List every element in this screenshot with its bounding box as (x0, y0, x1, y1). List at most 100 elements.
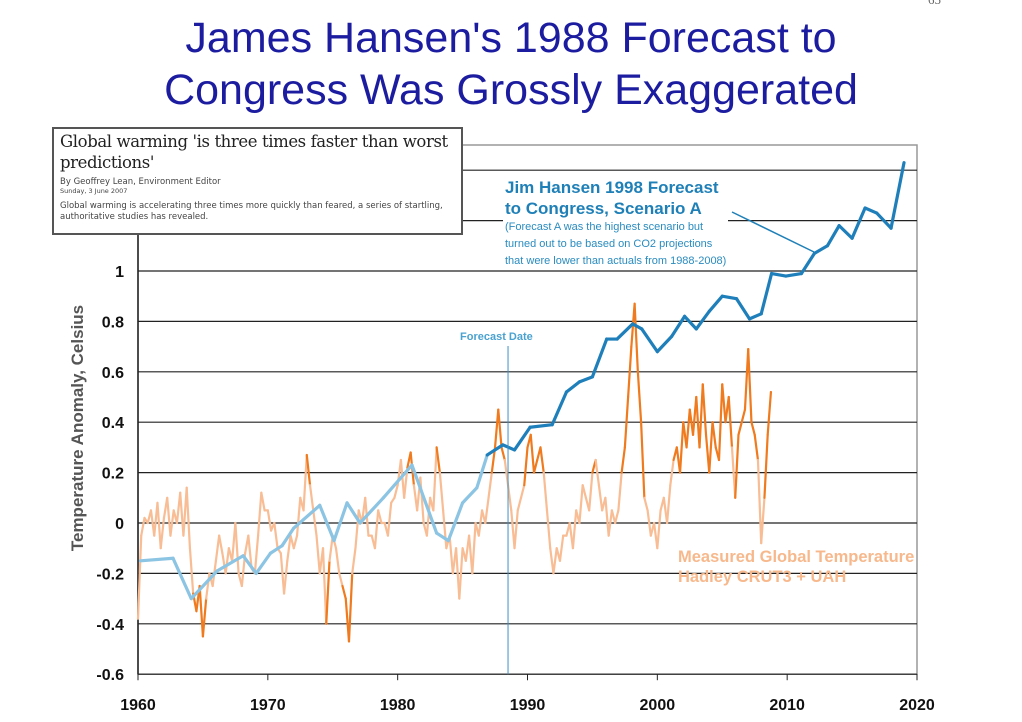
forecast-segment (825, 224, 841, 248)
measured-segment (542, 471, 549, 512)
forecast-segment (889, 161, 906, 230)
measured-segment (656, 509, 662, 550)
title-line-1: James Hansen's 1988 Forecast to (185, 14, 837, 62)
measured-segment (558, 534, 565, 562)
measured-segment (539, 446, 545, 474)
measured-segment (529, 433, 536, 474)
measured-segment (354, 509, 360, 550)
clipping-body: Global warming is accelerating three tim… (60, 201, 443, 222)
forecast-segment (631, 322, 644, 331)
forecast-segment (241, 554, 258, 576)
x-tick-label: 1990 (510, 697, 546, 714)
measured-segment (198, 584, 205, 638)
measured-segment (617, 471, 623, 512)
measured-segment (166, 496, 172, 537)
measured-segment (503, 458, 510, 487)
measured-segment (571, 509, 578, 550)
measured-segment (214, 534, 221, 562)
measured-segment (734, 433, 740, 499)
measured-segment (312, 509, 318, 537)
forecast-segment (720, 294, 739, 301)
measured-segment (295, 496, 302, 537)
annotation-note-3: that were lower than actuals from 1988-2… (505, 255, 727, 267)
forecast-segment (171, 556, 193, 601)
forecast-segment (769, 271, 788, 278)
page-number: 65 (928, 0, 941, 8)
forecast-segment (747, 312, 763, 321)
measured-segment (273, 521, 279, 550)
forecast-segment (550, 390, 569, 427)
measured-segment (386, 501, 393, 537)
forecast-segment (564, 380, 582, 394)
measured-segment (604, 496, 610, 537)
forecast-segment (512, 425, 532, 452)
x-tick-label: 1970 (250, 697, 286, 714)
measured-segment (438, 471, 445, 512)
measured-segment (711, 421, 717, 449)
measured-segment (321, 547, 328, 625)
y-tick-label: 0.2 (102, 466, 124, 483)
forecast-segment (640, 327, 659, 354)
forecast-segment (863, 206, 879, 215)
measured-segment (597, 484, 604, 512)
forecast-segment (682, 314, 698, 331)
x-tick-label: 1960 (120, 697, 156, 714)
measured-segment (351, 547, 357, 575)
measured-segment (305, 453, 312, 487)
measured-segment (188, 547, 195, 595)
measured-segment (581, 484, 588, 499)
forecast-segment (189, 569, 219, 601)
x-tick-label: 1980 (380, 697, 416, 714)
measured-segment (643, 496, 649, 512)
measured-segment (347, 572, 354, 643)
measured-segment (218, 534, 224, 555)
measured-label-line-1: Measured Global Temperature (678, 548, 915, 566)
measured-segment (737, 421, 743, 436)
forecast-segment (850, 206, 867, 240)
measured-segment (578, 484, 584, 525)
measured-segment (315, 534, 321, 575)
measured-segment (708, 421, 714, 474)
measured-segment (185, 486, 192, 550)
forecast-segment (615, 322, 635, 341)
measured-segment (484, 496, 490, 525)
annotation-title-2: to Congress, Scenario A (505, 199, 702, 218)
measured-segment (266, 509, 273, 532)
measured-segment (552, 547, 558, 575)
forecast-segment (707, 294, 724, 313)
forecast-segment (254, 551, 273, 576)
forecast-segment (446, 501, 465, 543)
y-tick-label: 0 (115, 516, 124, 533)
measured-segment (442, 509, 448, 550)
y-tick-label: -0.2 (96, 566, 124, 583)
measured-segment (614, 509, 620, 525)
measured-segment (136, 534, 143, 620)
measured-segment (532, 458, 539, 474)
measured-segment (224, 547, 230, 575)
measured-segment (435, 446, 441, 474)
measured-segment (545, 509, 552, 550)
annotation-note-2: turned out to be based on CO2 projection… (505, 238, 713, 250)
forecast-segment (435, 531, 450, 543)
measured-segment (753, 433, 760, 462)
measured-segment (201, 597, 208, 638)
title-line-2: Congress Was Grossly Exaggerated (164, 66, 858, 114)
y-tick-label: -0.6 (96, 667, 124, 684)
forecast-date-label: Forecast Date (460, 331, 533, 343)
measured-segment (740, 408, 747, 424)
y-tick-label: 1 (115, 264, 124, 281)
measured-segment (448, 534, 454, 575)
measured-segment (156, 501, 162, 550)
measured-segment (286, 534, 292, 562)
measured-segment (253, 534, 260, 575)
measured-segment (308, 484, 315, 512)
measured-segment (678, 421, 685, 474)
forecast-segment (501, 443, 517, 452)
measured-segment (373, 509, 380, 550)
y-tick-label: -0.4 (96, 617, 124, 634)
measured-segment (698, 383, 704, 449)
forecast-segment (590, 337, 609, 379)
measured-segment (302, 453, 308, 512)
measured-segment (721, 383, 727, 424)
